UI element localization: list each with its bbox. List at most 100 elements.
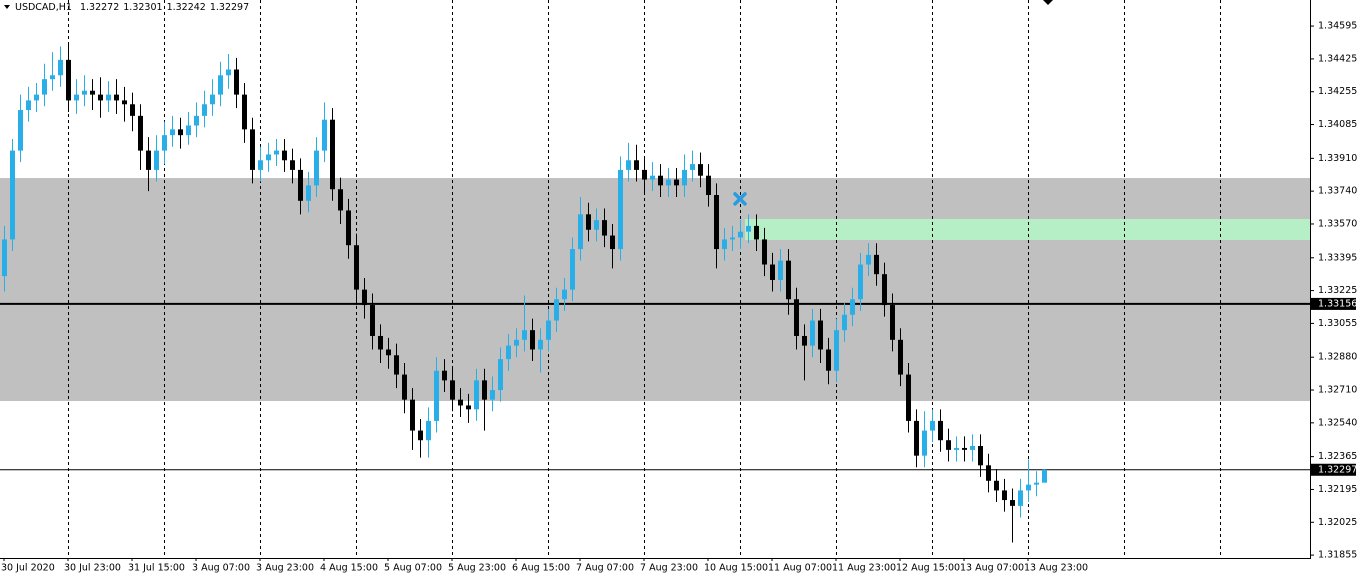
candle-body — [210, 94, 215, 105]
x-tick-label: 7 Aug 23:00 — [640, 563, 698, 574]
x-marker — [733, 192, 747, 206]
candle-body — [426, 420, 431, 441]
candle-body — [1018, 490, 1023, 506]
candle-body — [650, 175, 655, 180]
candle-body — [114, 94, 119, 101]
candle-body — [730, 237, 735, 240]
candle-body — [658, 175, 663, 186]
candle-body — [362, 289, 367, 306]
x-tick-label: 11 Aug 23:00 — [832, 563, 896, 574]
candle-body — [370, 305, 375, 336]
candle-body — [66, 59, 71, 101]
symbol: USDCAD,H1 — [15, 2, 72, 13]
price-label-box — [1311, 297, 1356, 310]
candle-body — [866, 254, 871, 265]
zone — [0, 178, 1310, 402]
candle-body — [394, 355, 399, 375]
candle-body — [1042, 469, 1047, 483]
menu-arrow[interactable] — [4, 5, 10, 9]
quote-value: 1.32301 — [123, 2, 162, 13]
candle-body — [666, 179, 671, 186]
candle-body — [466, 405, 471, 410]
candle-body — [234, 69, 239, 95]
candle-body — [498, 359, 503, 391]
candle-body — [258, 160, 263, 170]
candle-body — [850, 299, 855, 315]
candle-body — [978, 446, 983, 466]
y-tick-label: 1.34595 — [1318, 21, 1357, 32]
x-tick-label: 30 Jul 23:00 — [64, 563, 121, 574]
candle-body — [618, 169, 623, 250]
candle-body — [434, 370, 439, 421]
candle-body — [402, 374, 407, 400]
candle-body — [90, 90, 95, 95]
candle-body — [506, 345, 511, 360]
candle-body — [794, 299, 799, 336]
candle-body — [386, 349, 391, 356]
candle-body — [898, 339, 903, 375]
candle-body — [682, 169, 687, 186]
x-tick-label: 30 Jul 2020 — [1, 563, 55, 574]
candle-body — [698, 164, 703, 176]
candle-body — [514, 339, 519, 346]
candle-body — [154, 150, 159, 170]
candle-body — [674, 179, 679, 186]
price-label: 1.32297 — [1318, 464, 1357, 475]
candle-body — [50, 75, 55, 80]
candle-body — [474, 380, 479, 410]
candle-body — [242, 94, 247, 130]
candle-body — [450, 380, 455, 400]
candle-body — [306, 185, 311, 201]
chart-header: USDCAD,H1 1.32272 1.32301 1.32242 1.32297 — [15, 2, 249, 13]
y-tick-label: 1.33225 — [1318, 285, 1357, 296]
candle-body — [914, 420, 919, 456]
candle-body — [42, 79, 47, 95]
y-tick-label: 1.33570 — [1318, 218, 1357, 229]
candle-body — [578, 214, 583, 250]
candle-body — [938, 420, 943, 441]
candle-body — [330, 119, 335, 190]
candle-body — [410, 399, 415, 431]
candle-body — [10, 150, 15, 240]
candle-body — [842, 314, 847, 331]
candle-body — [970, 446, 975, 450]
candle-body — [802, 335, 807, 346]
x-tick-label: 31 Jul 15:00 — [128, 563, 185, 574]
candle-body — [690, 164, 695, 170]
candle-body — [162, 135, 167, 151]
candle-body — [546, 320, 551, 340]
y-tick-label: 1.33910 — [1318, 153, 1357, 164]
candle-body — [882, 274, 887, 306]
candle-body — [122, 100, 127, 105]
x-tick-label: 13 Aug 23:00 — [1024, 563, 1088, 574]
candle-body — [266, 154, 271, 161]
candle-body — [602, 220, 607, 236]
x-tick-label: 7 Aug 07:00 — [576, 563, 634, 574]
candle-body — [890, 305, 895, 340]
candle-body — [586, 214, 591, 230]
candle-body — [922, 430, 927, 456]
candle-body — [818, 320, 823, 350]
x-tick-label: 6 Aug 15:00 — [512, 563, 570, 574]
candle-body — [994, 480, 999, 491]
candle-body — [538, 339, 543, 350]
price-label-box — [1311, 463, 1356, 476]
candle-body — [570, 249, 575, 290]
candle-body — [714, 195, 719, 250]
candle-body — [778, 260, 783, 280]
candle-body — [762, 239, 767, 265]
y-tick-label: 1.34085 — [1318, 119, 1357, 130]
y-tick-label: 1.31855 — [1318, 550, 1357, 561]
y-tick-label: 1.32880 — [1318, 352, 1357, 363]
candle-body — [954, 447, 959, 450]
candle-body — [170, 129, 175, 136]
candle-body — [634, 160, 639, 170]
y-tick-label: 1.32195 — [1318, 484, 1357, 495]
candle-body — [82, 90, 87, 95]
candle-body — [74, 94, 79, 101]
candle-body — [98, 94, 103, 101]
x-tick-label: 5 Aug 23:00 — [448, 563, 506, 574]
